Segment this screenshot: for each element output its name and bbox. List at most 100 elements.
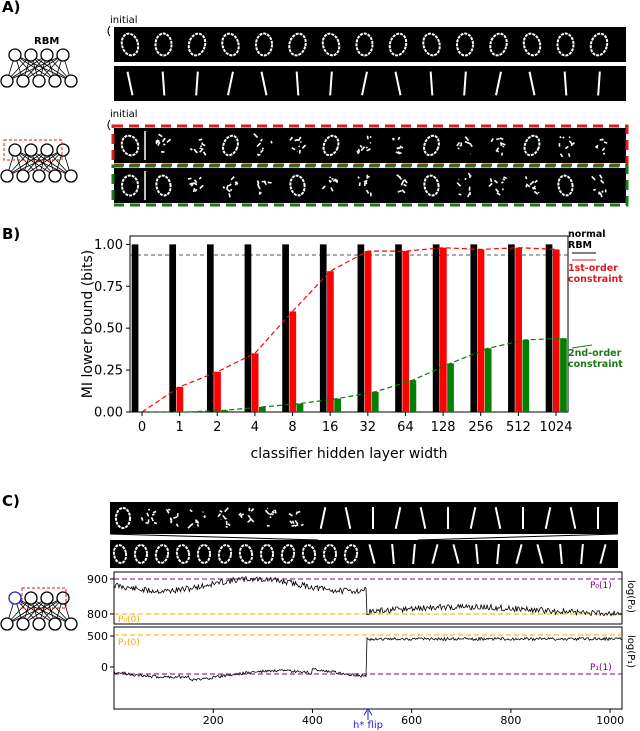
x-tick-label: 8: [288, 420, 296, 435]
noisy-digit-stroke: [187, 177, 192, 180]
bar-1-7: [402, 251, 410, 412]
visible-unit: [32, 617, 46, 631]
log-p1-ylabel: log(P₁): [625, 635, 636, 668]
noisy-digit-stroke: [493, 179, 499, 184]
network-edge: [22, 54, 64, 82]
noisy-digit-stroke: [297, 136, 302, 142]
noisy-digit-stroke: [234, 181, 239, 185]
noisy-digit-stroke: [153, 521, 158, 525]
noisy-digit-stroke: [502, 178, 506, 181]
noisy-digit-stroke: [401, 179, 405, 185]
noisy-digit-stroke: [331, 177, 334, 180]
x-tick-label: 600: [401, 714, 422, 727]
network-edge: [6, 149, 48, 177]
legend-second-arrow: [571, 344, 593, 349]
noisy-digit-stroke: [198, 138, 203, 141]
initial-label-bottom: initial: [110, 109, 138, 120]
zero-digit: [175, 544, 191, 564]
bar-2-10: [522, 339, 530, 412]
network-edge: [22, 597, 64, 625]
one-digit: [559, 543, 563, 565]
one-digit: [469, 507, 477, 529]
noisy-digit-stroke: [145, 521, 149, 525]
zero-digit: [323, 544, 337, 564]
noisy-digit-stroke: [601, 190, 604, 193]
network-edge: [6, 149, 64, 177]
noisy-digit-stroke: [229, 188, 233, 192]
one-digit: [496, 543, 500, 565]
one-digit: [260, 71, 268, 96]
zoomed-digit-strip: [110, 502, 618, 534]
noisy-digit-stroke: [300, 523, 304, 527]
bar-2-11: [560, 338, 567, 412]
noisy-digit-stroke: [357, 148, 361, 153]
bar-0-10: [508, 244, 515, 412]
legend-second-2: constraint: [568, 359, 623, 370]
noisy-digit-stroke: [256, 142, 262, 148]
zero-digit: [423, 174, 440, 197]
one-digit: [368, 544, 376, 564]
noisy-digit-stroke: [363, 179, 368, 183]
noisy-digit-stroke: [328, 179, 332, 183]
noisy-digit-stroke: [257, 185, 261, 190]
visible-unit: [48, 74, 62, 88]
bar-0-7: [395, 244, 402, 412]
noisy-digit-stroke: [488, 182, 493, 188]
bar-0-0: [131, 244, 139, 412]
hidden-unit: [8, 591, 22, 605]
zero-digit: [260, 544, 274, 564]
noisy-digit-stroke: [270, 140, 273, 144]
bar-2-2: [221, 410, 229, 412]
bar-1-1: [176, 386, 184, 412]
bar-2-8: [447, 363, 454, 412]
bar-0-2: [206, 244, 214, 412]
one-digit: [495, 71, 502, 96]
visible-unit: [32, 74, 46, 88]
digit-strip-zeros: [114, 27, 626, 62]
full-digit-strip: [110, 540, 618, 568]
noisy-digit-stroke: [567, 153, 571, 158]
noisy-digit-stroke: [534, 179, 538, 184]
noisy-digit-stroke: [503, 176, 507, 180]
zero-digit: [322, 134, 340, 157]
noisy-digit-stroke: [158, 133, 163, 138]
legend-first-2: constraint: [568, 274, 623, 285]
noisy-digit-stroke: [199, 147, 204, 151]
network-edge: [6, 597, 48, 625]
one-digit: [329, 71, 333, 96]
noisy-digit-stroke: [495, 147, 500, 152]
bar-1-4: [289, 311, 297, 412]
noisy-digit-stroke: [335, 180, 339, 184]
one-digit: [463, 71, 467, 96]
noisy-digit-stroke: [591, 175, 596, 181]
x-tick-label: 32: [360, 420, 377, 435]
bar-0-8: [432, 244, 440, 412]
x-tick-label: 800: [500, 714, 521, 727]
noisy-digit-stroke: [398, 176, 402, 181]
noisy-digit-stroke: [360, 146, 366, 152]
noisy-digit-stroke: [359, 144, 363, 149]
x-tick-label: 2: [213, 420, 221, 435]
noisy-digit-stroke: [456, 182, 462, 187]
one-digit: [344, 507, 352, 529]
legend-normal-2: RBM: [568, 240, 592, 251]
one-digit: [394, 507, 402, 529]
one-digit: [195, 71, 199, 96]
noisy-digit-stroke: [192, 187, 196, 193]
noisy-digit-stroke: [189, 509, 193, 513]
noisy-digit-stroke: [222, 514, 227, 520]
bar-0-6: [357, 244, 365, 412]
noisy-digit-stroke: [295, 511, 299, 515]
noisy-digit-stroke: [489, 178, 493, 183]
noisy-digit-stroke: [395, 151, 400, 155]
zero-digit: [557, 174, 574, 197]
noisy-digit-stroke: [600, 193, 603, 198]
noisy-digit-stroke: [330, 187, 334, 192]
top-ytick-800: 800: [87, 608, 108, 621]
log-p1-trace: [113, 636, 623, 682]
digit-strip-green: [114, 168, 626, 203]
one-digit: [319, 507, 327, 529]
bar-1-2: [214, 371, 221, 412]
bar-2-7: [409, 380, 417, 412]
zero-digit: [187, 32, 207, 57]
